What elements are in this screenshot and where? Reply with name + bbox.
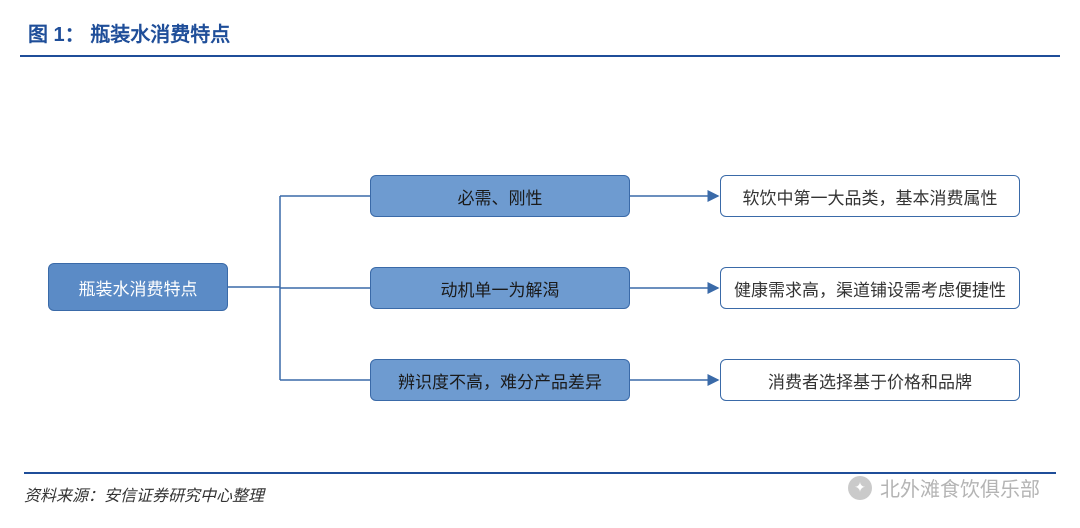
leaf-label-0: 软饮中第一大品类，基本消费属性: [743, 184, 998, 209]
mid-label-2: 辨识度不高，难分产品差异: [398, 368, 602, 393]
root-node: 瓶装水消费特点: [48, 263, 228, 311]
figure-title: 图 1： 瓶装水消费特点: [0, 0, 1080, 55]
watermark-text: 北外滩食饮俱乐部: [880, 473, 1040, 502]
figure-label: 图 1：: [28, 24, 85, 46]
mid-label-0: 必需、刚性: [458, 184, 543, 209]
leaf-label-1: 健康需求高，渠道铺设需考虑便捷性: [734, 276, 1006, 301]
mid-label-1: 动机单一为解渴: [441, 276, 560, 301]
leaf-node-1: 健康需求高，渠道铺设需考虑便捷性: [720, 267, 1020, 309]
mid-node-2: 辨识度不高，难分产品差异: [370, 359, 630, 401]
source-text: 资料来源：安信证券研究中心整理: [24, 488, 264, 505]
wechat-icon: ✦: [848, 476, 872, 500]
leaf-node-0: 软饮中第一大品类，基本消费属性: [720, 175, 1020, 217]
figure-title-text: 瓶装水消费特点: [90, 24, 230, 46]
mid-node-1: 动机单一为解渴: [370, 267, 630, 309]
root-label: 瓶装水消费特点: [79, 275, 198, 300]
leaf-node-2: 消费者选择基于价格和品牌: [720, 359, 1020, 401]
leaf-label-2: 消费者选择基于价格和品牌: [768, 368, 972, 393]
mid-node-0: 必需、刚性: [370, 175, 630, 217]
tree-diagram: 瓶装水消费特点 必需、刚性 动机单一为解渴 辨识度不高，难分产品差异 软饮中第一…: [0, 57, 1080, 437]
watermark: ✦ 北外滩食饮俱乐部: [848, 473, 1040, 502]
